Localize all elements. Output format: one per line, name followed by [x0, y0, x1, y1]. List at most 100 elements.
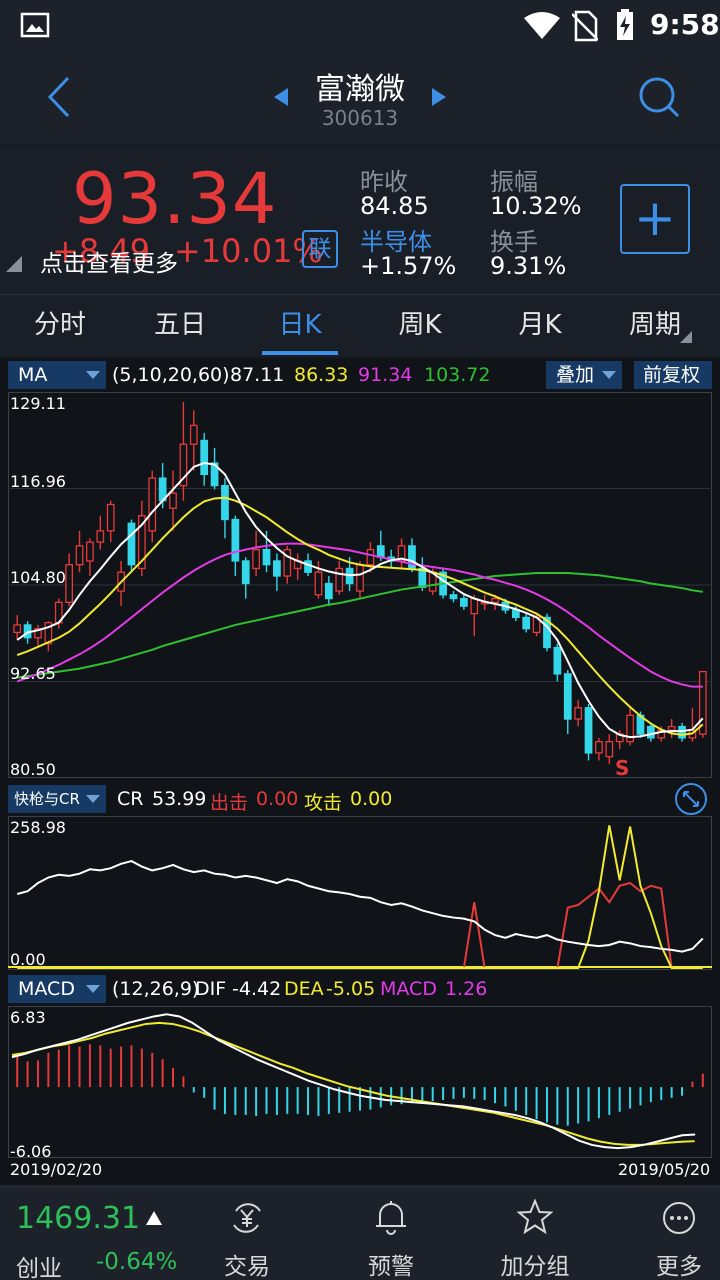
trade-icon	[233, 1203, 261, 1233]
price-tick-3: 104.80	[10, 568, 66, 587]
macd-label: MACD	[380, 978, 437, 1000]
back-icon[interactable]	[40, 72, 80, 122]
candle-up	[574, 707, 583, 720]
candle-up	[335, 567, 344, 592]
cr-indicator-select[interactable]: 快枪与CR	[8, 785, 106, 813]
nav-trade[interactable]: 交易	[192, 1187, 302, 1280]
ma5-line	[16, 462, 704, 739]
candle-up	[667, 725, 676, 732]
candle-up	[491, 597, 499, 604]
amplitude-label: 振幅	[490, 168, 538, 196]
candle-up	[65, 564, 74, 604]
cr-label: CR	[117, 788, 144, 810]
candle-down	[543, 616, 551, 649]
dif-label: DIF	[195, 978, 227, 1000]
price-tick-4: 92.65	[10, 664, 56, 683]
nav-more[interactable]: 更多	[624, 1187, 720, 1280]
stock-header: 富瀚微 300613	[0, 52, 720, 144]
search-icon[interactable]	[636, 74, 682, 120]
tab-daily-k[interactable]: 日K	[278, 310, 322, 340]
candle-up	[283, 548, 292, 577]
candle-up	[252, 548, 260, 570]
attack-label: 攻击	[304, 792, 343, 814]
tab-five-day[interactable]: 五日	[153, 310, 206, 340]
detail-hint[interactable]: 点击查看更多	[40, 251, 178, 277]
sell-signal-marker: S	[615, 756, 630, 780]
candle-up	[34, 628, 42, 639]
candle-down	[231, 518, 240, 562]
next-stock-icon[interactable]	[430, 88, 446, 106]
active-tab-indicator	[262, 351, 338, 355]
turnover-label: 换手	[490, 228, 538, 256]
link-badge[interactable]: 联	[302, 230, 338, 268]
tab-weekly-k[interactable]: 周K	[398, 310, 442, 340]
index-change: -0.64%	[96, 1249, 178, 1275]
ma-params: (5,10,20,60)	[112, 364, 230, 386]
nav-add-group[interactable]: 加分组	[480, 1187, 590, 1280]
expand-up-icon	[146, 1211, 162, 1225]
dif-line	[11, 1013, 696, 1150]
cr-chart[interactable]	[8, 816, 712, 970]
macd-indicator-select[interactable]: MACD	[8, 975, 106, 1003]
candle-up	[356, 564, 364, 592]
dea-line	[11, 1021, 695, 1146]
no-sim-icon	[572, 10, 598, 42]
fullscreen-icon[interactable]	[674, 782, 708, 816]
x-axis-end: 2019/05/20	[618, 1160, 711, 1179]
expand-corner-icon	[6, 256, 22, 272]
tab-intraday[interactable]: 分时	[33, 310, 86, 340]
cr-tick-min: 0.00	[10, 950, 46, 969]
stock-code: 300613	[321, 106, 399, 130]
add-watchlist-button[interactable]: +	[620, 184, 690, 254]
chevron-down-icon	[86, 371, 100, 379]
macd-tick-max: 6.83	[10, 1008, 46, 1027]
macd-tick-min: -6.06	[10, 1142, 52, 1161]
prev-stock-icon[interactable]	[274, 88, 290, 106]
candle-up	[626, 714, 634, 743]
overlay-select[interactable]: 叠加	[546, 361, 622, 389]
candle-up	[86, 541, 94, 562]
candle-up	[106, 503, 115, 532]
ma20-line	[16, 542, 703, 688]
ma-indicator-select[interactable]: MA	[8, 361, 106, 389]
stock-name: 富瀚微	[315, 72, 405, 107]
amplitude-value: 10.32%	[490, 192, 582, 220]
candle-down	[563, 673, 572, 720]
candle-up	[189, 424, 198, 445]
price-tick-max: 129.11	[10, 394, 66, 413]
sector-label[interactable]: 半导体	[360, 228, 432, 256]
index-ticker[interactable]: 1469.31 创业 -0.64%	[0, 1187, 190, 1280]
ma60-line	[17, 571, 703, 679]
ma20-value: 91.34	[358, 364, 413, 386]
chart-area[interactable]: MA (5,10,20,60) 87.11 86.33 91.34 103.72…	[0, 358, 720, 1184]
candle-down	[221, 485, 229, 521]
tab-monthly-k[interactable]: 月K	[518, 310, 562, 340]
price-tick-min: 80.50	[10, 760, 56, 779]
candle-up	[698, 670, 707, 735]
last-price: 93.34	[72, 158, 278, 240]
macd-params: (12,26,9)	[112, 978, 200, 1000]
price-change: +8.49	[52, 232, 151, 270]
macd-chart[interactable]	[8, 1006, 712, 1158]
candle-down	[553, 646, 562, 675]
cr-attack-line	[17, 825, 703, 969]
price-change-pct: +10.01%	[174, 232, 323, 270]
tab-period[interactable]: 周期	[628, 310, 681, 340]
candle-up	[314, 571, 323, 596]
adjust-button[interactable]: 前复权	[634, 361, 712, 389]
candle-down	[241, 560, 250, 585]
candle-down	[584, 707, 593, 754]
sector-change: +1.57%	[360, 252, 457, 280]
period-dropdown-icon	[680, 331, 692, 343]
ma5-value: 87.11	[230, 364, 285, 386]
status-bar: 9:58	[0, 0, 720, 52]
cr-value: 53.99	[152, 788, 207, 810]
dea-value: -5.05	[326, 978, 376, 1000]
quote-panel[interactable]: 93.34 +8.49 +10.01% 点击查看更多 联 昨收 84.85 半导…	[0, 146, 720, 294]
status-time: 9:58	[650, 8, 720, 41]
nav-alert[interactable]: 预警	[336, 1187, 446, 1280]
prev-close-value: 84.85	[360, 192, 429, 220]
chevron-down-icon	[86, 795, 100, 803]
price-tick-2: 116.96	[10, 472, 66, 491]
kline-chart[interactable]	[8, 392, 712, 778]
